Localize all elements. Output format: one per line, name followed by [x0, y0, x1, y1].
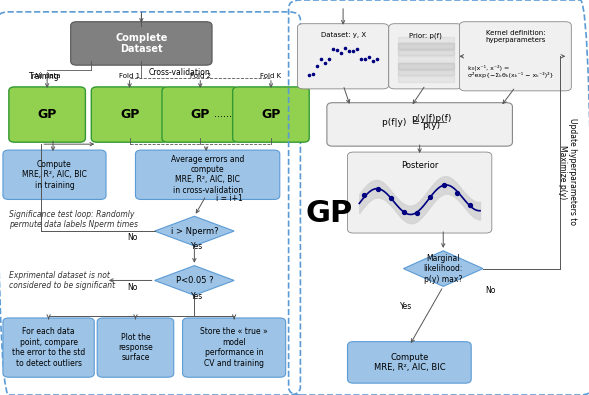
Point [352, 46, 362, 52]
Text: No: No [485, 286, 495, 295]
Point [364, 54, 373, 60]
Text: Update hyperparameters to
Maximize p(y): Update hyperparameters to Maximize p(y) [558, 118, 577, 225]
Text: GP: GP [262, 108, 280, 121]
Point [329, 46, 338, 53]
FancyBboxPatch shape [348, 342, 471, 383]
Text: i > Nperm?: i > Nperm? [171, 227, 218, 235]
Text: Compute
MRE, R², AIC, BIC
in training: Compute MRE, R², AIC, BIC in training [22, 160, 87, 190]
Point [316, 56, 326, 62]
Point [320, 59, 330, 66]
FancyBboxPatch shape [459, 22, 571, 91]
Text: p(f|y)  =: p(f|y) = [382, 118, 419, 127]
Text: P<0.05 ?: P<0.05 ? [176, 276, 213, 285]
Point [399, 209, 409, 215]
Text: Posterior: Posterior [401, 161, 438, 170]
Text: Compute
MRE, R², AIC, BIC: Compute MRE, R², AIC, BIC [373, 353, 445, 372]
Text: For each data
point, compare
the error to the std
to detect outliers: For each data point, compare the error t… [12, 327, 85, 368]
Point [360, 56, 370, 62]
FancyBboxPatch shape [135, 150, 280, 199]
Text: Average errors and
compute
MRE, R², AIC, BIC
in cross-validation: Average errors and compute MRE, R², AIC,… [171, 155, 244, 195]
Text: Fold 1: Fold 1 [119, 73, 140, 79]
Text: GP: GP [120, 108, 139, 121]
Point [345, 48, 354, 55]
Text: No: No [127, 233, 138, 242]
Point [372, 56, 382, 62]
Text: p(y|f)p(f): p(y|f)p(f) [411, 114, 452, 122]
Text: Fold K: Fold K [260, 73, 282, 79]
FancyBboxPatch shape [162, 87, 239, 142]
Text: Marginal
likelihood:
p(y) max?: Marginal likelihood: p(y) max? [423, 254, 463, 284]
Text: No: No [127, 283, 138, 292]
Point [439, 182, 448, 188]
Text: GP: GP [191, 108, 210, 121]
Point [373, 186, 382, 192]
Text: Yes: Yes [401, 302, 412, 310]
Text: Prior: p(f): Prior: p(f) [409, 32, 442, 39]
Point [368, 58, 378, 64]
Point [452, 190, 461, 196]
Text: Store the « true »
model
performance in
CV and training: Store the « true » model performance in … [200, 327, 268, 368]
FancyBboxPatch shape [327, 103, 512, 146]
Text: All data: All data [34, 73, 61, 79]
Text: Complete
Dataset: Complete Dataset [115, 33, 167, 54]
Point [348, 48, 358, 55]
FancyBboxPatch shape [233, 87, 309, 142]
Point [356, 55, 366, 62]
FancyBboxPatch shape [3, 318, 94, 377]
Text: k₀(x⁻¹, x⁻²) =
σ²exp{−Σₖθₖ(xₖ⁻¹ − xₖ⁻²)²}: k₀(x⁻¹, x⁻²) = σ²exp{−Σₖθₖ(xₖ⁻¹ − xₖ⁻²)²… [468, 65, 554, 78]
Text: Plot the
response
surface: Plot the response surface [118, 333, 153, 363]
FancyBboxPatch shape [97, 318, 174, 377]
Text: Fold 2: Fold 2 [190, 73, 211, 79]
FancyBboxPatch shape [389, 24, 462, 89]
Text: ......: ...... [214, 109, 231, 119]
Point [360, 192, 369, 198]
Point [305, 72, 314, 78]
FancyBboxPatch shape [71, 22, 212, 65]
Point [325, 56, 334, 62]
Text: Yes: Yes [191, 292, 203, 301]
Text: Yes: Yes [191, 243, 203, 251]
Point [309, 70, 318, 77]
Point [412, 210, 422, 216]
Text: Dataset: y, X: Dataset: y, X [320, 32, 366, 38]
FancyBboxPatch shape [91, 87, 168, 142]
Point [426, 194, 435, 200]
Text: GP: GP [38, 108, 57, 121]
Polygon shape [154, 216, 234, 246]
FancyBboxPatch shape [183, 318, 286, 377]
Text: i = i+1: i = i+1 [216, 194, 243, 203]
Point [465, 201, 475, 208]
Text: Cross-validation: Cross-validation [149, 68, 210, 77]
Point [313, 63, 322, 70]
Text: Training: Training [29, 72, 59, 81]
FancyBboxPatch shape [9, 87, 85, 142]
Point [336, 50, 346, 56]
Point [386, 195, 395, 201]
Text: p(y): p(y) [422, 121, 441, 130]
Point [340, 45, 350, 51]
Text: Exprimental dataset is not
considered to be significant: Exprimental dataset is not considered to… [9, 271, 115, 290]
Point [332, 47, 342, 53]
FancyBboxPatch shape [297, 24, 389, 89]
Text: Significance test loop: Randomly
permute data labels Nperm times: Significance test loop: Randomly permute… [9, 209, 138, 229]
Polygon shape [154, 266, 234, 295]
FancyBboxPatch shape [348, 152, 492, 233]
FancyBboxPatch shape [3, 150, 106, 199]
Polygon shape [403, 251, 483, 286]
Text: Kernel definition:
hyperparameters: Kernel definition: hyperparameters [485, 30, 545, 43]
Text: GP: GP [305, 199, 352, 228]
